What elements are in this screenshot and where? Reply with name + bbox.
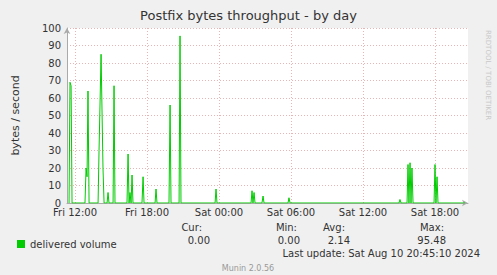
svg-text:Sat 18:00: Sat 18:00 <box>411 207 459 218</box>
svg-text:40: 40 <box>48 128 61 139</box>
svg-text:0.00: 0.00 <box>278 235 300 246</box>
svg-text:Fri 18:00: Fri 18:00 <box>125 207 169 218</box>
svg-text:80: 80 <box>48 58 61 69</box>
svg-text:Sat 12:00: Sat 12:00 <box>339 207 387 218</box>
svg-text:100: 100 <box>42 23 61 34</box>
svg-text:Fri 12:00: Fri 12:00 <box>53 207 97 218</box>
svg-text:20: 20 <box>48 163 61 174</box>
svg-text:Last update: Sat Aug 10 20:45:: Last update: Sat Aug 10 20:45:10 2024 <box>282 248 480 259</box>
svg-text:Sat 00:00: Sat 00:00 <box>195 207 243 218</box>
svg-text:95.48: 95.48 <box>417 235 446 246</box>
svg-text:RRDTOOL / TOBI OETIKER: RRDTOOL / TOBI OETIKER <box>484 30 492 120</box>
svg-text:70: 70 <box>48 75 61 86</box>
svg-text:30: 30 <box>48 145 61 156</box>
svg-text:Cur:: Cur: <box>181 222 202 233</box>
svg-text:0.00: 0.00 <box>188 235 210 246</box>
svg-text:Sat 06:00: Sat 06:00 <box>267 207 315 218</box>
svg-text:bytes / second: bytes / second <box>9 75 22 155</box>
svg-text:60: 60 <box>48 93 61 104</box>
svg-text:delivered volume: delivered volume <box>30 239 117 250</box>
svg-text:2.14: 2.14 <box>328 235 350 246</box>
svg-text:Avg:: Avg: <box>323 222 345 233</box>
svg-text:0: 0 <box>54 197 61 209</box>
svg-text:10: 10 <box>48 180 61 191</box>
svg-text:90: 90 <box>48 40 61 51</box>
svg-text:Max:: Max: <box>420 222 444 233</box>
svg-text:Min:: Min: <box>276 222 297 233</box>
svg-text:50: 50 <box>48 110 61 121</box>
svg-text:Munin 2.0.56: Munin 2.0.56 <box>222 264 274 273</box>
svg-text:Postfix bytes throughput - by: Postfix bytes throughput - by day <box>140 8 357 23</box>
